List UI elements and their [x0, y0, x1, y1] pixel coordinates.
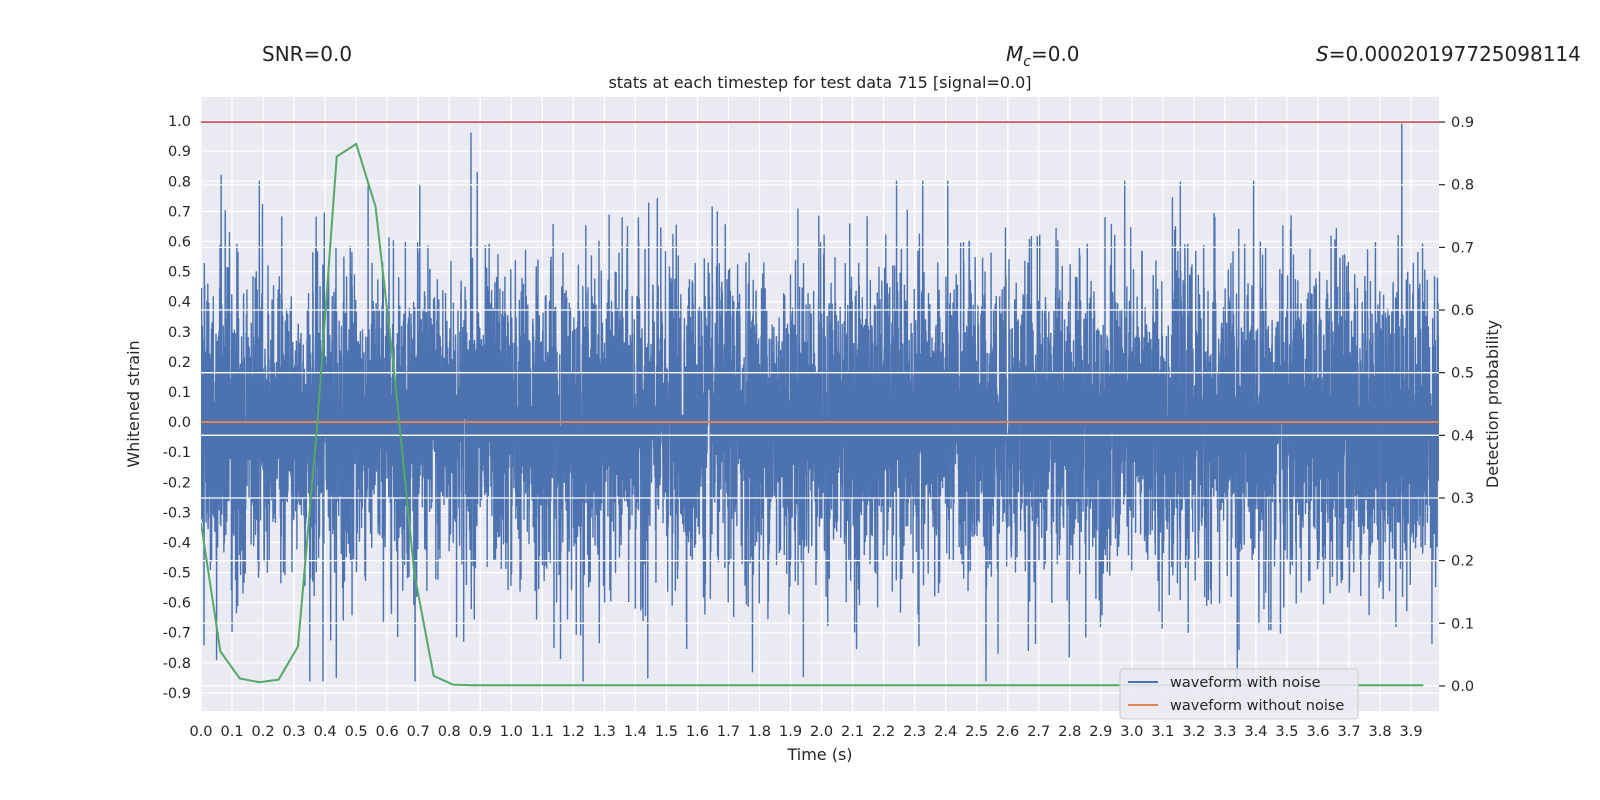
- x-tick-label: 2.2: [872, 724, 895, 740]
- y-tick-label: -0.2: [163, 475, 191, 491]
- header-s: S=0.00020197725098114: [1316, 42, 1581, 66]
- x-tick-label: 3.0: [1120, 724, 1143, 740]
- y-tick-label: 0.1: [168, 385, 191, 401]
- y2-tick-label: 0.0: [1451, 679, 1474, 695]
- x-tick-label: 1.7: [717, 724, 740, 740]
- x-tick-label: 2.9: [1089, 724, 1112, 740]
- y-tick-label: -0.1: [163, 445, 191, 461]
- legend-label-clean: waveform without noise: [1170, 698, 1344, 714]
- y-axis-left: 1.0 0.9 0.8 0.7 0.6 0.5 0.4 0.3 0.2 0.1 0.0 -0.1 -0.…: [163, 114, 191, 702]
- x-tick-label: 3.3: [1213, 724, 1236, 740]
- y-tick-label: -0.4: [163, 535, 191, 551]
- x-tick-label: 0.7: [407, 724, 430, 740]
- legend: waveform with noise waveform without noi…: [1119, 668, 1359, 720]
- x-tick-label: 1.9: [779, 724, 802, 740]
- x-tick-label: 1.5: [655, 724, 678, 740]
- y2-axis-label: Detection probability: [1483, 320, 1502, 488]
- y-tick-label: -0.7: [163, 626, 191, 642]
- x-tick-label: 2.0: [810, 724, 833, 740]
- x-tick-label: 2.6: [996, 724, 1019, 740]
- y-tick-label: 0.6: [168, 234, 191, 250]
- y2-tick-label: 0.7: [1451, 240, 1474, 256]
- y-tick-label: 0.9: [168, 144, 191, 160]
- header-mc-sub: c: [1023, 54, 1031, 70]
- header-chirp-mass: Mc=0.0: [1006, 42, 1080, 70]
- x-tick-label: 0.9: [469, 724, 492, 740]
- x-tick-label: 0.0: [189, 724, 212, 740]
- x-tick-label: 0.2: [252, 724, 275, 740]
- y-tick-label: 0.2: [168, 355, 191, 371]
- x-tick-label: 3.7: [1337, 724, 1360, 740]
- x-tick-label: 1.4: [624, 724, 647, 740]
- y-tick-label: 0.4: [168, 295, 191, 311]
- x-tick-label: 3.9: [1400, 724, 1423, 740]
- x-tick-label: 2.5: [965, 724, 988, 740]
- series-detection-probability: [201, 142, 1424, 687]
- x-tick-label: 2.8: [1058, 724, 1081, 740]
- legend-box: [1119, 668, 1359, 720]
- y2-tick-label: 0.6: [1451, 303, 1474, 319]
- y-tick-label: 0.5: [168, 265, 191, 281]
- y-axis-label: Whitened strain: [124, 340, 143, 467]
- header-snr: SNR=0.0: [262, 42, 352, 66]
- y2-tick-label: 0.4: [1451, 428, 1474, 444]
- x-tick-label: 2.4: [934, 724, 957, 740]
- y-tick-label: 0.3: [168, 325, 191, 341]
- x-tick-label: 1.0: [500, 724, 523, 740]
- y2-tick-label: 0.2: [1451, 554, 1474, 570]
- y-tick-label: 0.0: [168, 415, 191, 431]
- x-tick-label: 0.1: [220, 724, 243, 740]
- x-tick-label: 1.8: [748, 724, 771, 740]
- x-tick-label: 1.3: [593, 724, 616, 740]
- x-tick-label: 3.1: [1151, 724, 1174, 740]
- y-axis-right: 0.9 0.8 0.7 0.6 0.5 0.4 0.3 0.2 0.1 0.0: [1439, 115, 1474, 695]
- header-s-value: =0.00020197725098114: [1329, 42, 1581, 66]
- y2-tick-label: 0.8: [1451, 178, 1474, 194]
- y-tick-label: -0.6: [163, 596, 191, 612]
- series-waveform-with-noise: [201, 123, 1439, 682]
- x-tick-label: 2.1: [841, 724, 864, 740]
- x-tick-label: 1.1: [531, 724, 554, 740]
- x-tick-label: 0.8: [438, 724, 461, 740]
- chart-title: stats at each timestep for test data 715…: [608, 73, 1031, 92]
- y2-tick-label: 0.5: [1451, 366, 1474, 382]
- y-tick-label: -0.3: [163, 505, 191, 521]
- header-s-symbol: S: [1316, 42, 1329, 66]
- y-tick-label: 0.7: [168, 204, 191, 220]
- x-tick-label: 3.4: [1244, 724, 1267, 740]
- header-mc-symbol: M: [1006, 42, 1023, 66]
- x-axis: 0.0 0.1 0.2 0.3 0.4 0.5 0.6 0.7 0.8 0.9 1.0 1.1 1.2 1…: [189, 724, 1422, 740]
- y-tick-label: -0.9: [163, 686, 191, 702]
- x-tick-label: 1.2: [562, 724, 585, 740]
- series-layer: [201, 121, 1439, 687]
- legend-label-noise: waveform with noise: [1170, 675, 1321, 691]
- x-tick-label: 0.5: [345, 724, 368, 740]
- x-tick-label: 2.3: [903, 724, 926, 740]
- y2-tick-label: 0.9: [1451, 115, 1474, 131]
- y-tick-label: -0.8: [163, 656, 191, 672]
- y2-tick-label: 0.3: [1451, 491, 1474, 507]
- y-tick-label: -0.5: [163, 566, 191, 582]
- x-tick-label: 0.6: [376, 724, 399, 740]
- x-tick-label: 3.6: [1306, 724, 1329, 740]
- x-tick-label: 1.6: [686, 724, 709, 740]
- header-mc-value: =0.0: [1031, 42, 1080, 66]
- x-tick-label: 3.8: [1369, 724, 1392, 740]
- x-tick-label: 3.2: [1182, 724, 1205, 740]
- y-tick-label: 0.8: [168, 174, 191, 190]
- y-tick-label: 1.0: [168, 114, 191, 130]
- y2-tick-label: 0.1: [1451, 616, 1474, 632]
- x-tick-label: 2.7: [1027, 724, 1050, 740]
- x-axis-label: Time (s): [786, 745, 852, 764]
- x-tick-label: 3.5: [1275, 724, 1298, 740]
- x-tick-label: 0.4: [314, 724, 337, 740]
- x-tick-label: 0.3: [283, 724, 306, 740]
